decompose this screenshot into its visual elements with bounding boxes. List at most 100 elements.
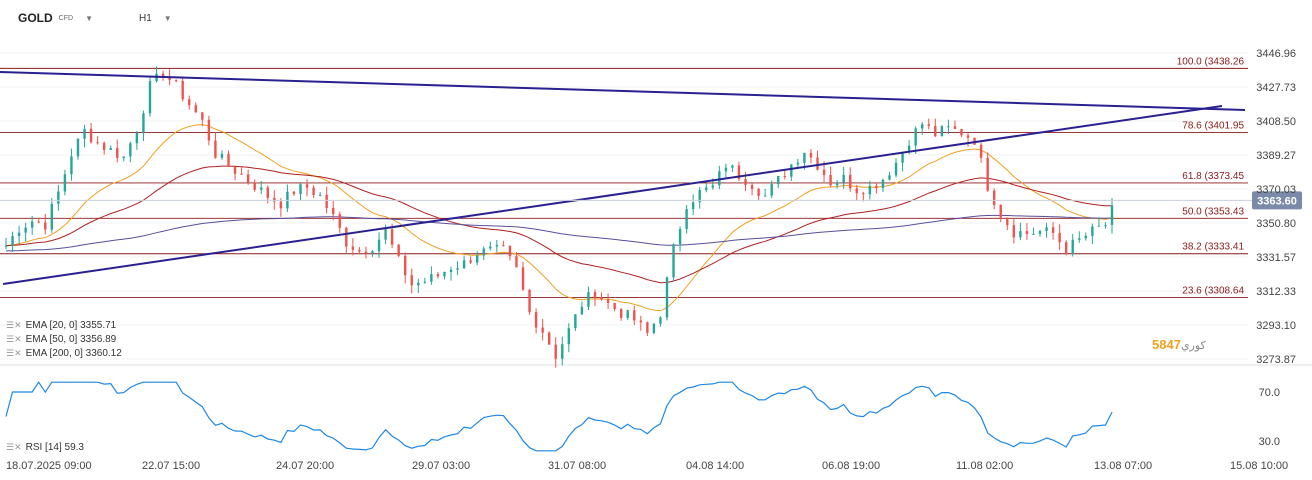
candle-body [986, 157, 989, 191]
rsi-tick-label: 30.0 [1259, 436, 1280, 448]
candle-body [750, 185, 754, 189]
legend-ema-200[interactable]: ☰✕ EMA [200, 0] 3360.12 [6, 348, 122, 359]
candle-body [148, 81, 152, 114]
candle-body [70, 156, 73, 175]
fib-level-label: 38.2 (3333.41 [1182, 242, 1244, 253]
candle-body [37, 221, 40, 223]
time-tick-label: 11.08 02:00 [956, 460, 1013, 472]
candle-body [600, 297, 603, 300]
candle-body [574, 314, 577, 329]
time-tick-label: 04.08 14:00 [686, 460, 744, 472]
time-tick-label: 06.08 19:00 [822, 460, 880, 472]
symbol-header[interactable]: GOLD CFD ▼ H1 ▼ [18, 11, 172, 25]
price-tick-label: 3331.57 [1256, 252, 1296, 264]
candle-body [724, 167, 728, 172]
time-tick-label: 13.08 07:00 [1094, 460, 1152, 472]
menu-icon[interactable]: ☰✕ [6, 320, 22, 330]
fib-level-label: 23.6 (3308.64 [1182, 286, 1244, 297]
candle-body [737, 165, 741, 180]
menu-icon[interactable]: ☰✕ [6, 348, 22, 358]
candle-body [384, 229, 387, 240]
candle-body [849, 174, 852, 189]
candle-body [443, 272, 446, 277]
price-tick-label: 3350.80 [1256, 218, 1296, 230]
legend-ema-50-label: EMA [50, 0] 3356.89 [25, 334, 117, 345]
candle-body [1058, 232, 1061, 243]
candle-body [659, 317, 662, 324]
candle-body [30, 221, 34, 228]
legend-rsi[interactable]: ☰✕ RSI [14] 59.3 [6, 442, 84, 453]
price-tick-label: 3408.50 [1256, 116, 1296, 128]
candle-body [947, 126, 950, 128]
candle-body [1006, 217, 1009, 226]
candle-body [875, 185, 878, 188]
time-tick-label: 22.07 15:00 [142, 460, 200, 472]
candle-body [495, 245, 499, 247]
candle-body [1078, 238, 1081, 240]
candle-body [626, 310, 629, 318]
candle-body [227, 153, 230, 167]
candle-body [325, 194, 328, 208]
watermark-logo: 58 كوري47 [1152, 337, 1206, 352]
price-tick-label: 3446.96 [1256, 48, 1296, 60]
candle-body [816, 157, 819, 170]
candle-body [921, 124, 924, 129]
candle-body [423, 281, 427, 283]
symbol-type: CFD [58, 14, 74, 22]
time-tick-label: 29.07 03:00 [412, 460, 470, 472]
candle-body [240, 173, 243, 175]
candle-body [17, 232, 21, 237]
price-tick-label: 3427.73 [1256, 82, 1296, 94]
price-tick-label: 3273.87 [1256, 354, 1296, 366]
candle-body [220, 153, 224, 158]
candle-body [449, 269, 453, 273]
fib-level-label: 100.0 (3438.26 [1177, 56, 1245, 67]
candle-body [1110, 205, 1114, 225]
legend-ema-20[interactable]: ☰✕ EMA [20, 0] 3355.71 [6, 320, 116, 331]
candle-body [613, 302, 616, 310]
candle-body [502, 245, 505, 247]
menu-icon[interactable]: ☰✕ [6, 442, 22, 452]
candle-body [390, 229, 394, 245]
chevron-down-icon[interactable]: ▼ [85, 13, 93, 23]
candle-body [377, 239, 381, 252]
menu-icon[interactable]: ☰✕ [6, 334, 22, 344]
candle-body [1097, 225, 1101, 227]
candle-body [430, 274, 433, 282]
candle-body [809, 152, 813, 158]
legend-ema-50[interactable]: ☰✕ EMA [50, 0] 3356.89 [6, 334, 116, 345]
fib-level-label: 78.6 (3401.95 [1182, 121, 1244, 132]
timeframe-selector[interactable]: H1 [138, 12, 152, 24]
candle-body [652, 323, 656, 333]
candle-body [142, 113, 145, 133]
chevron-down-icon[interactable]: ▼ [163, 13, 172, 23]
candle-body [541, 327, 544, 333]
candle-body [940, 126, 944, 137]
candle-body [174, 80, 178, 82]
trendline-support [2, 105, 1223, 285]
candle-body [1019, 231, 1022, 238]
candle-body [718, 171, 721, 186]
candle-body [299, 184, 302, 195]
candle-body [999, 205, 1002, 218]
candle-body [89, 128, 93, 143]
candle-body [1038, 230, 1042, 234]
candle-body [678, 229, 682, 245]
candle-body [731, 165, 734, 168]
candle-body [83, 128, 86, 139]
candle-body [567, 328, 571, 345]
candle-body [862, 193, 865, 195]
candle-body [633, 310, 636, 321]
candle-body [11, 236, 14, 246]
ema-20-line [5, 124, 1113, 312]
candle-body [835, 182, 839, 186]
candle-body [351, 246, 355, 250]
candle-body [587, 292, 590, 307]
last-price-tag [1252, 191, 1302, 210]
candle-body [462, 260, 466, 269]
candle-body [1104, 224, 1107, 226]
candle-body [345, 227, 348, 247]
candle-body [1071, 239, 1074, 254]
candle-body [332, 207, 335, 215]
